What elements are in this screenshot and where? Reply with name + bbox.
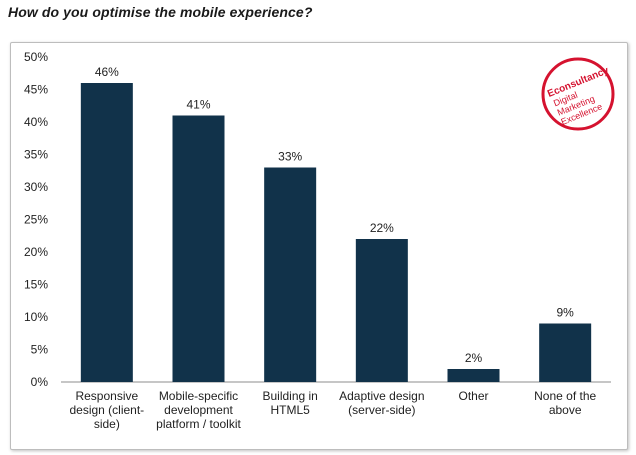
y-tick-label: 0% [31, 375, 49, 389]
bar [447, 369, 500, 382]
x-category-label: Other [458, 389, 488, 403]
data-label: 2% [465, 351, 483, 365]
y-tick-label: 5% [31, 343, 49, 357]
bar [355, 239, 408, 382]
y-tick-label: 25% [24, 213, 48, 227]
y-tick-label: 40% [24, 115, 48, 129]
econsultancy-logo: Econsultancy Digital Marketing Excellenc… [541, 57, 615, 131]
axes: 0% 5% 10% 15% 20% 25% 30% 35% 40% 45% 50% [24, 50, 611, 389]
chart-panel: 0% 5% 10% 15% 20% 25% 30% 35% 40% 45% 50% 46% Respo… [10, 42, 628, 450]
bar [539, 323, 592, 382]
y-tick-label: 10% [24, 310, 48, 324]
bar-chart: 0% 5% 10% 15% 20% 25% 30% 35% 40% 45% 50% 46% Respo… [24, 50, 615, 431]
data-label: 41% [186, 98, 210, 112]
data-label: 22% [370, 221, 394, 235]
bar [80, 83, 133, 382]
y-tick-label: 35% [24, 148, 48, 162]
y-tick-label: 15% [24, 278, 48, 292]
x-category-label: Adaptive design (server-side) [339, 389, 424, 417]
y-tick-label: 50% [24, 50, 48, 64]
data-label: 33% [278, 150, 302, 164]
data-label: 9% [556, 306, 574, 320]
x-category-label: None of the above [534, 389, 596, 417]
x-category-label: Responsive design (client-side) [69, 389, 144, 431]
y-tick-label: 20% [24, 245, 48, 259]
data-label: 46% [95, 65, 119, 79]
bars [80, 83, 592, 382]
labels: 46% Responsive design (client-side) 41% Mobi… [69, 65, 596, 431]
bar [172, 115, 225, 382]
bar [264, 167, 317, 382]
y-tick-label: 30% [24, 180, 48, 194]
chart-title: How do you optimise the mobile experienc… [8, 4, 313, 20]
x-category-label: Mobile-specific development platform / too… [156, 389, 241, 431]
x-category-label: Building in HTML5 [262, 389, 317, 417]
y-tick-label: 45% [24, 83, 48, 97]
